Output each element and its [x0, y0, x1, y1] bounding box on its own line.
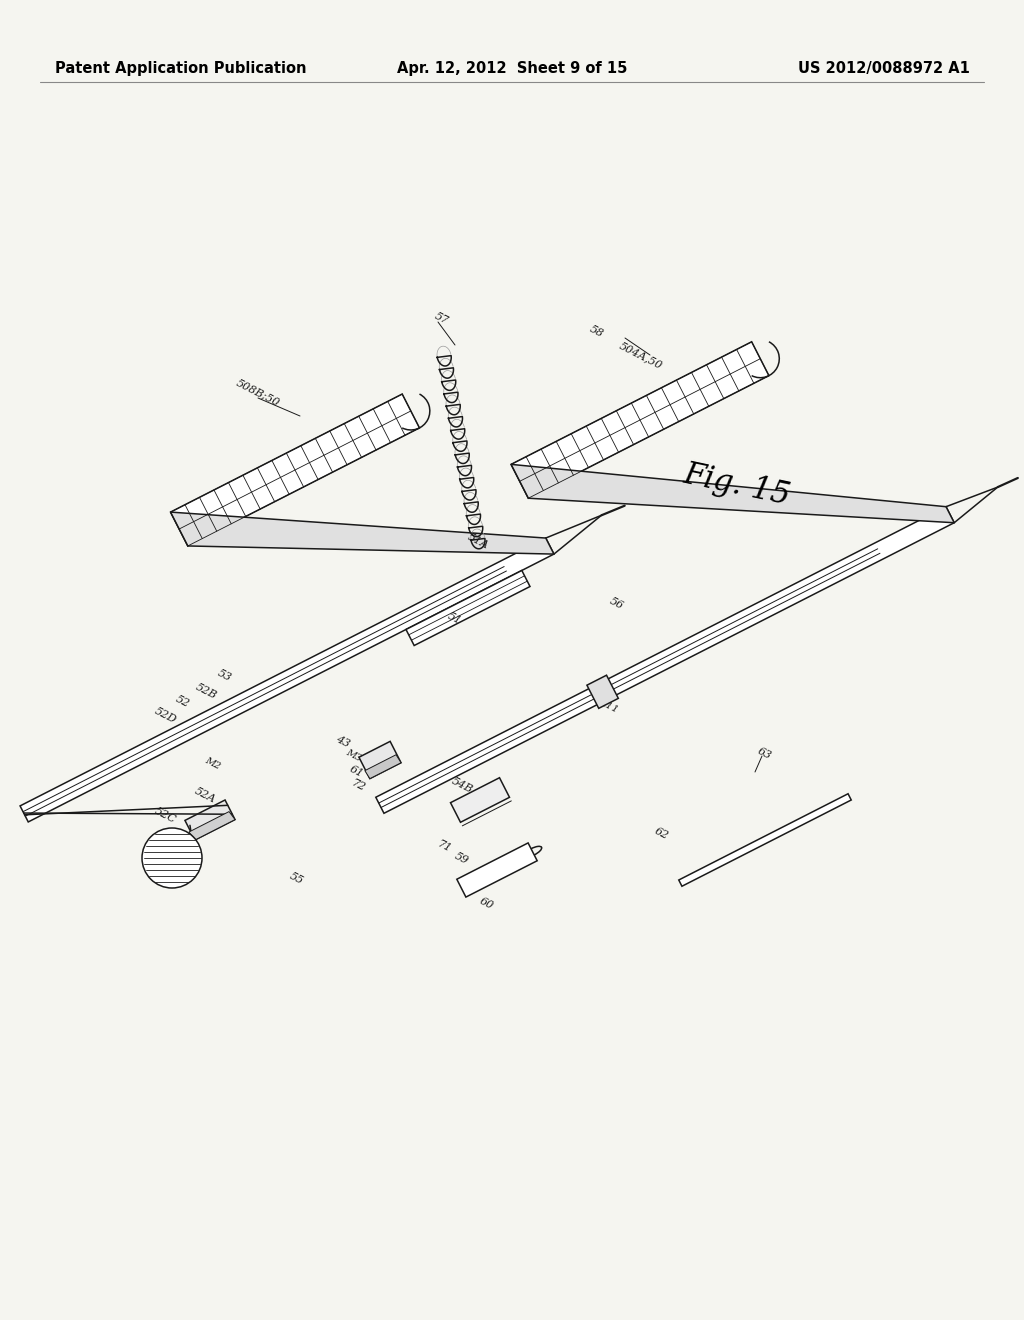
Polygon shape — [511, 465, 954, 523]
Polygon shape — [189, 812, 236, 840]
Text: 52D: 52D — [153, 706, 178, 725]
Text: 62: 62 — [652, 825, 670, 841]
Polygon shape — [679, 793, 851, 886]
Text: 51A: 51A — [466, 532, 490, 550]
Text: 56: 56 — [607, 595, 625, 611]
Text: 61: 61 — [348, 763, 365, 779]
Text: 60: 60 — [478, 895, 495, 911]
Polygon shape — [185, 800, 236, 840]
Text: 63: 63 — [756, 746, 773, 760]
Text: 504A,50: 504A,50 — [617, 341, 665, 371]
Text: 52: 52 — [174, 693, 190, 709]
Text: Patent Application Publication: Patent Application Publication — [55, 61, 306, 75]
Text: 508B;50: 508B;50 — [234, 378, 282, 408]
Polygon shape — [376, 507, 954, 813]
Text: US 2012/0088972 A1: US 2012/0088972 A1 — [798, 61, 970, 75]
Text: M3: M3 — [344, 748, 362, 763]
Text: 43: 43 — [334, 734, 351, 748]
Polygon shape — [511, 342, 769, 498]
Polygon shape — [171, 395, 420, 546]
Text: 53: 53 — [216, 668, 233, 682]
Polygon shape — [171, 512, 554, 554]
Text: M11: M11 — [594, 696, 620, 715]
Polygon shape — [406, 570, 530, 645]
Text: 57: 57 — [433, 310, 450, 326]
Text: 54B: 54B — [450, 776, 474, 795]
Text: 71: 71 — [436, 838, 453, 854]
Text: Fig. 15: Fig. 15 — [680, 458, 793, 511]
Polygon shape — [359, 742, 401, 779]
Text: M2: M2 — [203, 756, 221, 771]
Text: 58: 58 — [588, 323, 605, 339]
Polygon shape — [457, 843, 538, 898]
Circle shape — [142, 828, 202, 888]
Text: 52C: 52C — [153, 805, 177, 825]
Text: 52A: 52A — [193, 785, 217, 805]
Text: 59: 59 — [453, 850, 470, 866]
Text: 52B: 52B — [194, 681, 218, 701]
Polygon shape — [365, 755, 401, 779]
Text: 51: 51 — [445, 611, 463, 626]
Text: 72: 72 — [350, 777, 367, 793]
Text: Apr. 12, 2012  Sheet 9 of 15: Apr. 12, 2012 Sheet 9 of 15 — [397, 61, 627, 75]
Polygon shape — [20, 539, 554, 822]
Polygon shape — [587, 676, 618, 709]
Text: 54: 54 — [450, 760, 467, 776]
Polygon shape — [451, 777, 510, 822]
Text: 55: 55 — [288, 871, 305, 886]
